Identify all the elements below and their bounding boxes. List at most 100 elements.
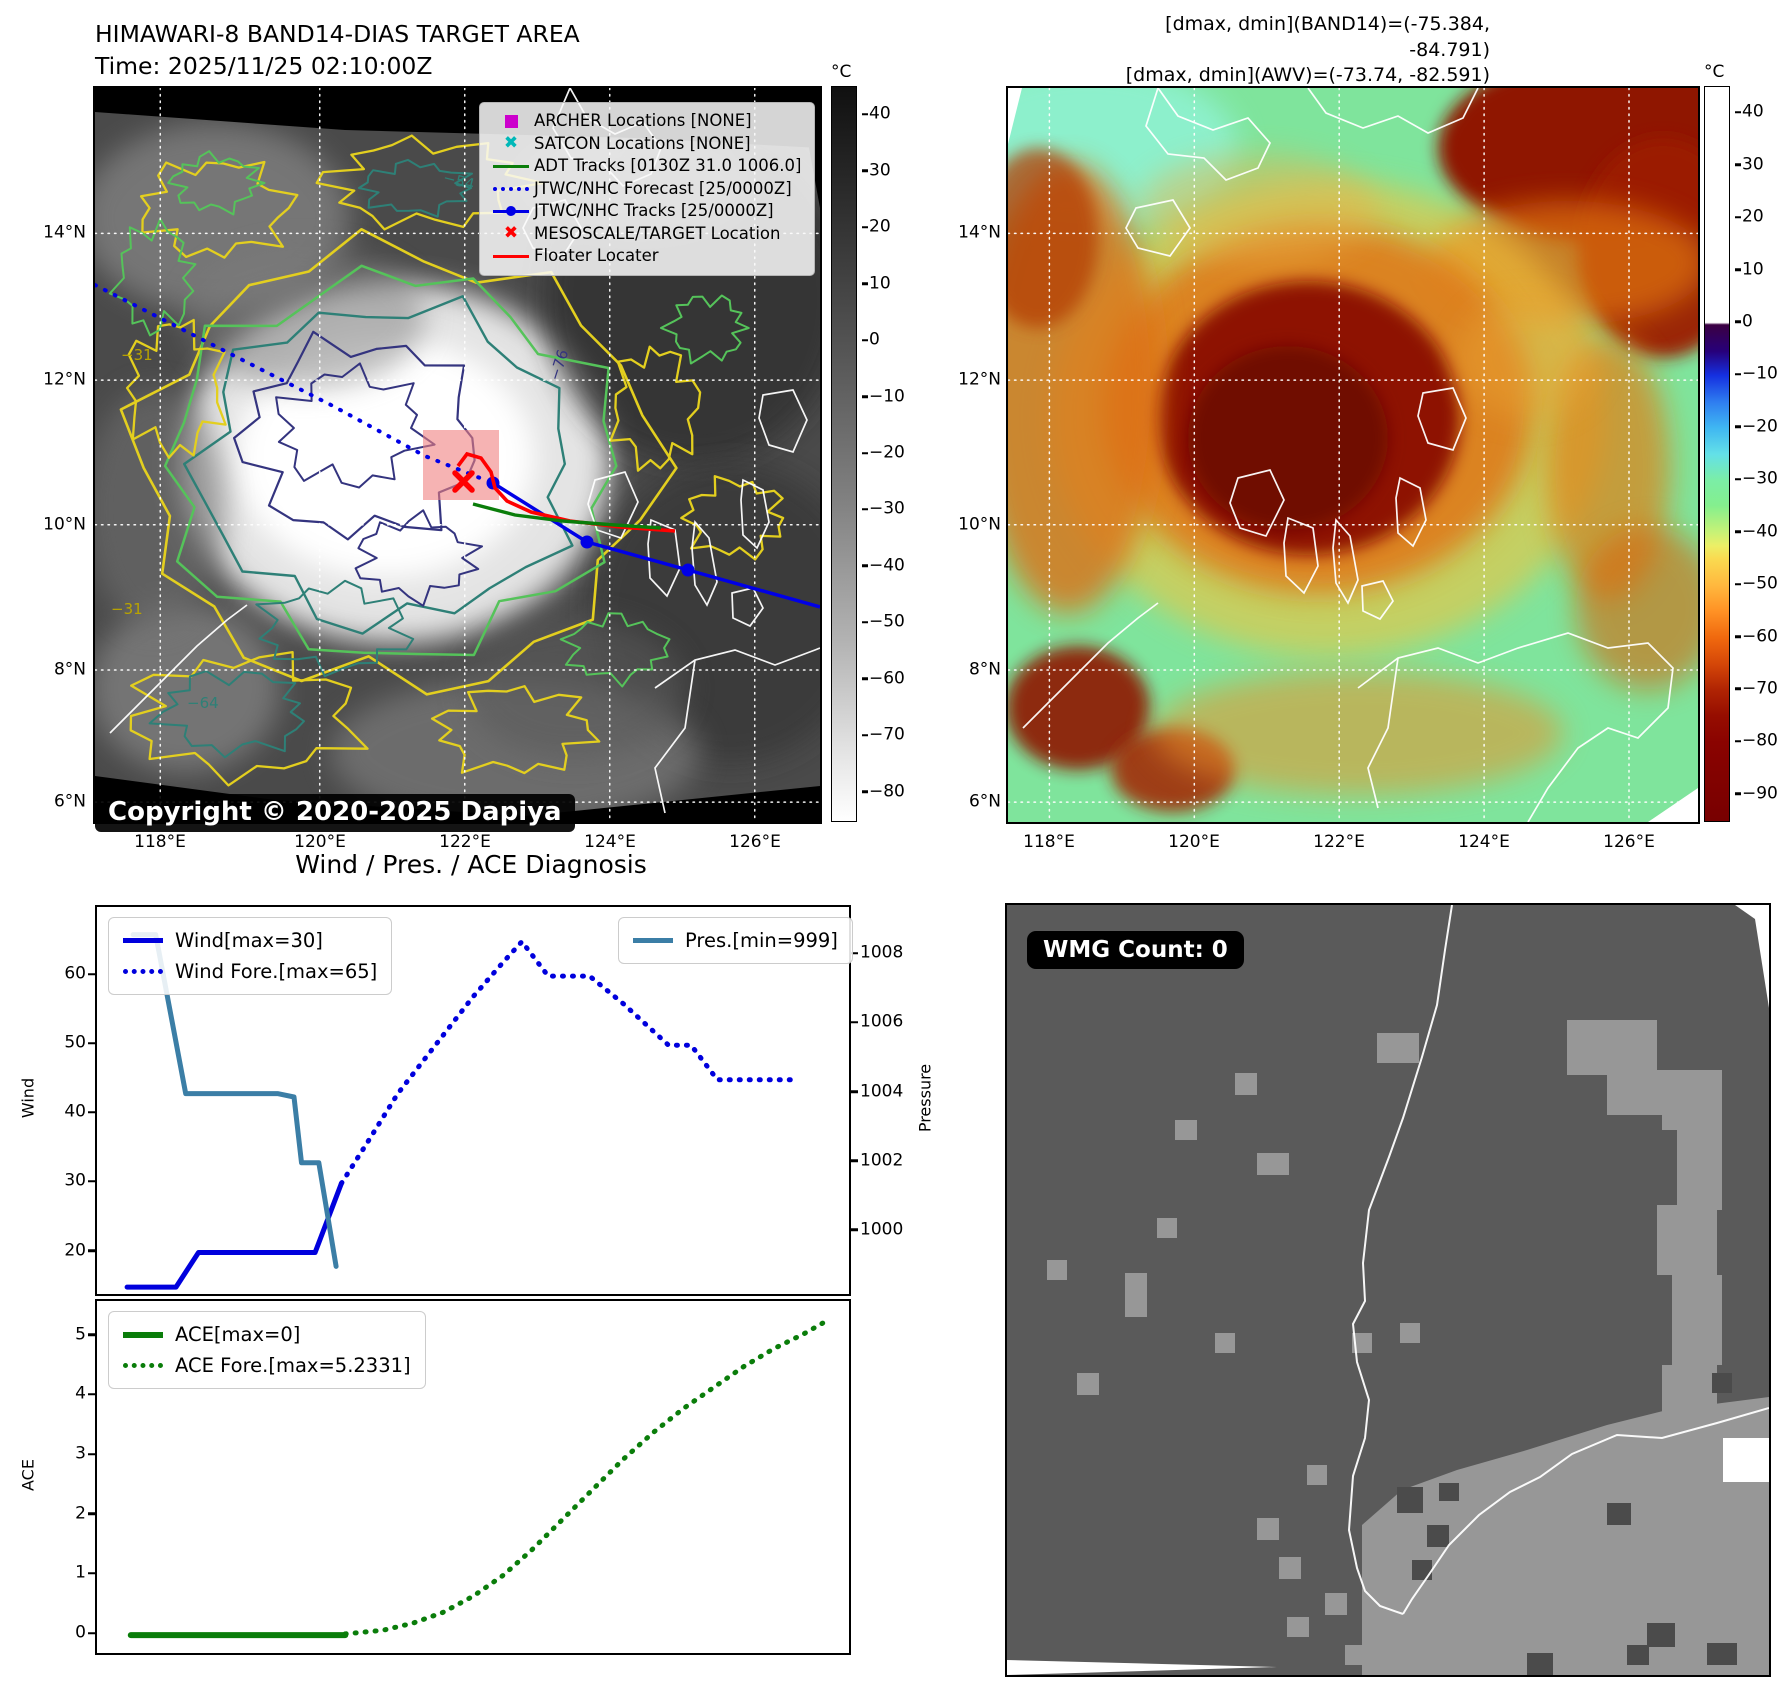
- band14-colorbar-ticks: 40 30 20 10 0 −10 −20 −30 −40 −50 −60 −70 −80: [860, 86, 920, 820]
- series-Wind[max=30]: [124, 1180, 344, 1290]
- axis-tick-label: 1008: [860, 942, 904, 963]
- map-legend-label: Floater Locater: [534, 246, 659, 265]
- lat-tick: 8°N: [968, 659, 1001, 680]
- lon-tick: 124°E: [1458, 832, 1510, 852]
- lon-tick: 118°E: [1023, 832, 1075, 852]
- map-legend-label: ADT Tracks [0130Z 31.0 1006.0]: [534, 156, 802, 175]
- map-legend-item: JTWC/NHC Tracks [25/0000Z]: [488, 200, 806, 223]
- map-legend-label: JTWC/NHC Forecast [25/0000Z]: [534, 178, 792, 198]
- colorbar-tick-label: −70: [1742, 678, 1778, 699]
- lat-tick: 10°N: [43, 514, 86, 535]
- colorbar-tick-label: −50: [869, 611, 905, 632]
- wmg-map: [1007, 905, 1769, 1675]
- wind-axis-label: Wind: [18, 1077, 38, 1119]
- wind-line-sample: [123, 938, 163, 943]
- colorbar-tick-label: −20: [869, 442, 905, 463]
- charts-title: Wind / Pres. / ACE Diagnosis: [295, 850, 647, 879]
- colorbar-tick-label: 40: [869, 103, 891, 124]
- legend-label: Pres.[min=999]: [685, 929, 838, 952]
- copyright-badge: Copyright © 2020-2025 Dapiya: [95, 794, 575, 832]
- band14-colorbar: [831, 86, 857, 822]
- figure-title: HIMAWARI-8 BAND14-DIAS TARGET AREA Time:…: [95, 18, 580, 82]
- dmax-band14: [dmax, dmin](BAND14)=(-75.384, -84.791): [1165, 13, 1490, 61]
- axis-tick-label: 1004: [860, 1081, 904, 1102]
- colorbar-tick-label: 20: [1742, 206, 1764, 227]
- legend-item: Wind[max=30]: [123, 925, 377, 956]
- awv-imagery: [1008, 88, 1698, 822]
- map-legend-item: Floater Locater: [488, 245, 806, 268]
- colorbar-unit: °C: [1704, 62, 1725, 82]
- ace-forecast-line-sample: [123, 1363, 163, 1368]
- axis-tick-label: 20: [64, 1240, 86, 1261]
- dmax-awv: [dmax, dmin](AWV)=(-73.74, -82.591): [1125, 64, 1490, 86]
- band14-map: ARCHER Locations [NONE] ✖ SATCON Locations…: [93, 86, 822, 824]
- colorbar-tick-label: −10: [869, 386, 905, 407]
- series-ACE Fore.[max=5.2331]: [342, 1320, 826, 1637]
- lon-tick: 126°E: [729, 832, 781, 852]
- colorbar-unit: °C: [831, 62, 852, 82]
- colorbar-tick-label: −40: [869, 555, 905, 576]
- axis-tick-label: 50: [64, 1032, 86, 1053]
- track-point: [580, 535, 594, 549]
- ace-line-sample: [123, 1331, 163, 1338]
- wmg-count-badge: WMG Count: 0: [1027, 931, 1244, 969]
- legend-item: ACE[max=0]: [123, 1319, 411, 1350]
- legend-item: Wind Fore.[max=65]: [123, 956, 377, 987]
- contour-label: −64: [187, 694, 219, 712]
- colorbar-tick-label: −30: [869, 498, 905, 519]
- axis-tick-label: 30: [64, 1170, 86, 1191]
- colorbar-tick-label: 10: [1742, 259, 1764, 279]
- dotted-marker-icon: [488, 186, 534, 191]
- lon-tick: 118°E: [134, 832, 186, 852]
- lon-tick: 122°E: [1313, 832, 1365, 852]
- awv-map: [1006, 86, 1700, 824]
- lat-tick: 8°N: [53, 659, 86, 680]
- wind-legend: Wind[max=30] Wind Fore.[max=65]: [108, 917, 393, 995]
- lat-tick: 6°N: [968, 791, 1001, 812]
- lat-tick: 12°N: [958, 369, 1001, 390]
- lon-tick: 120°E: [294, 832, 346, 852]
- wmg-panel: WMG Count: 0: [1005, 903, 1771, 1677]
- legend-label: Wind Fore.[max=65]: [175, 960, 378, 983]
- line-marker-icon: [488, 254, 534, 258]
- jtwc-forecast-track: [95, 283, 487, 482]
- colorbar-tick-label: 30: [869, 160, 891, 181]
- square-marker-icon: [488, 114, 534, 128]
- colorbar-tick-label: −30: [1742, 468, 1778, 489]
- contour-label: −31: [121, 346, 153, 364]
- title-line-2: Time: 2025/11/25 02:10:00Z: [95, 52, 433, 80]
- series-Wind Fore.[max=65]: [338, 939, 799, 1186]
- legend-label: Wind[max=30]: [175, 929, 323, 952]
- map-legend: ARCHER Locations [NONE] ✖ SATCON Locations…: [479, 102, 815, 276]
- legend-item: ACE Fore.[max=5.2331]: [123, 1350, 411, 1381]
- axis-tick-label: 1006: [860, 1011, 904, 1032]
- lat-tick: 12°N: [43, 369, 86, 390]
- pressure-line-sample: [633, 938, 673, 943]
- contour-label: −31: [111, 600, 143, 618]
- line-marker-icon: [488, 164, 534, 168]
- map-legend-label: ARCHER Locations [NONE]: [534, 111, 752, 130]
- lat-tick: 6°N: [53, 791, 86, 812]
- map-legend-item: ARCHER Locations [NONE]: [488, 110, 806, 133]
- colorbar-tick-label: 0: [869, 329, 880, 350]
- line-dot-marker-icon: [488, 206, 534, 217]
- colorbar-tick-label: −90: [1742, 783, 1778, 804]
- axis-tick-label: 4: [75, 1383, 86, 1404]
- colorbar-tick-label: 0: [1742, 311, 1753, 332]
- ace-plot: [127, 1320, 826, 1639]
- mesoscale-target-x-marker: [452, 470, 475, 493]
- pressure-axis-ticks: 1000 1002 1004 1006 1008: [849, 905, 929, 1292]
- axis-tick-label: 5: [75, 1324, 86, 1345]
- map-legend-label: SATCON Locations [NONE]: [534, 133, 751, 153]
- colorbar-tick-label: −80: [869, 781, 905, 802]
- map-legend-item: ✖ SATCON Locations [NONE]: [488, 133, 806, 156]
- map-legend-label: MESOSCALE/TARGET Location: [534, 223, 781, 243]
- axis-tick-label: 1000: [860, 1219, 904, 1240]
- lon-tick: 122°E: [439, 832, 491, 852]
- x-marker-icon: ✖: [503, 133, 519, 154]
- map-legend-label: JTWC/NHC Tracks [25/0000Z]: [534, 201, 774, 220]
- colorbar-tick-label: −10: [1742, 363, 1778, 384]
- colorbar-tick-label: 20: [869, 216, 891, 237]
- wind-forecast-line-sample: [123, 969, 163, 974]
